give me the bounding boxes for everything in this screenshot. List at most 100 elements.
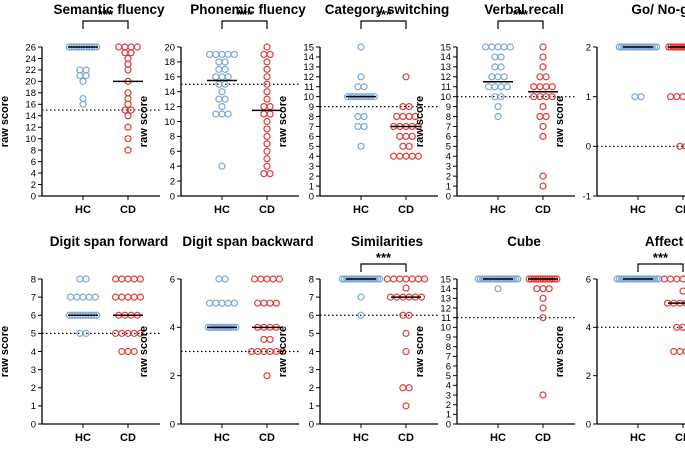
data-point-hc xyxy=(221,95,229,103)
data-point-hc xyxy=(66,293,75,301)
panel-title: Category switching xyxy=(325,2,450,17)
data-point-cd xyxy=(263,95,271,103)
data-point-cd xyxy=(673,323,681,331)
data-point-cd xyxy=(536,112,544,121)
y-tick-label: 7 xyxy=(446,122,451,133)
y-tick-label: 4 xyxy=(309,347,314,358)
data-point-hc xyxy=(218,102,226,111)
y-tick-label: 12 xyxy=(303,72,314,83)
y-tick-label: 9 xyxy=(446,332,451,343)
data-point-cd xyxy=(260,110,268,118)
data-point-cd xyxy=(263,117,271,126)
panel-affect: Affect raw score 0 2 4 6 HC CD *** xyxy=(554,234,685,444)
y-tick-label: 8 xyxy=(31,145,36,156)
y-tick-label: 0 xyxy=(170,419,175,430)
x-tick-label-hc: HC xyxy=(630,432,646,444)
y-tick-label: 5 xyxy=(309,142,314,153)
y-axis-label: raw score xyxy=(414,96,426,147)
x-tick-label-cd: CD xyxy=(398,432,414,444)
y-tick-label: 0 xyxy=(446,191,451,202)
data-point-cd xyxy=(682,142,685,150)
data-point-cd xyxy=(266,170,274,178)
data-point-hc xyxy=(514,275,522,283)
y-tick-label: 6 xyxy=(446,361,451,372)
data-point-cd xyxy=(402,284,410,292)
data-point-cd xyxy=(127,43,135,51)
y-tick-label: 20 xyxy=(25,77,36,88)
data-point-cd xyxy=(124,135,132,143)
panel-title: Cube xyxy=(507,234,541,249)
data-point-cd xyxy=(266,299,274,307)
y-tick-label: 11 xyxy=(441,313,451,324)
data-point-hc xyxy=(497,93,505,101)
data-point-hc xyxy=(494,73,502,81)
data-point-cd xyxy=(263,58,271,66)
significance-bracket xyxy=(497,20,544,29)
data-point-cd xyxy=(263,140,271,148)
significance-bracket xyxy=(82,20,129,29)
data-point-cd xyxy=(679,287,685,295)
data-point-cd xyxy=(272,299,280,307)
data-point-cd xyxy=(539,53,547,61)
y-tick-label: 6 xyxy=(309,311,314,322)
y-tick-label: 5 xyxy=(446,142,451,153)
data-point-cd xyxy=(679,323,685,331)
data-point-cd xyxy=(269,275,277,283)
y-tick-label: 10 xyxy=(440,323,451,334)
y-tick-label: 15 xyxy=(440,274,451,285)
y-tick-label: 2 xyxy=(446,400,451,411)
y-tick-label: 12 xyxy=(164,102,175,113)
data-point-cd xyxy=(399,384,407,392)
data-point-cd xyxy=(402,73,410,81)
data-point-hc xyxy=(354,112,362,121)
data-point-cd xyxy=(260,299,268,307)
data-point-cd xyxy=(124,293,132,301)
data-point-cd xyxy=(421,275,429,283)
data-point-cd xyxy=(542,83,550,91)
y-axis-label: raw score xyxy=(414,326,426,377)
data-point-cd xyxy=(673,93,681,101)
data-point-cd xyxy=(111,293,120,301)
data-point-cd xyxy=(402,329,410,337)
panel-title: Digit span backward xyxy=(182,234,313,249)
data-point-cd xyxy=(539,285,547,293)
data-point-hc xyxy=(357,73,365,81)
data-point-cd xyxy=(539,304,547,312)
data-point-cd xyxy=(118,275,126,283)
y-tick-label: 6 xyxy=(446,132,451,143)
significance-label: *** xyxy=(376,250,392,265)
x-tick-label-hc: HC xyxy=(490,204,506,216)
y-tick-label: 16 xyxy=(25,100,36,111)
data-point-cd xyxy=(124,146,132,154)
data-point-cd xyxy=(124,54,132,63)
x-tick-label-hc: HC xyxy=(75,432,91,444)
data-point-hc xyxy=(354,122,362,131)
x-tick-label-cd: CD xyxy=(120,204,136,216)
data-point-cd xyxy=(260,50,268,59)
data-point-hc xyxy=(218,162,226,170)
y-tick-label: 8 xyxy=(446,112,451,123)
y-tick-label: 12 xyxy=(440,303,451,314)
data-point-hc xyxy=(491,83,499,91)
y-tick-label: 9 xyxy=(309,102,314,113)
y-tick-label: 14 xyxy=(440,284,451,295)
data-point-cd xyxy=(263,43,271,51)
data-point-cd xyxy=(136,275,144,283)
y-tick-label: 4 xyxy=(31,347,36,358)
data-point-cd xyxy=(263,88,271,96)
y-tick-label: 10 xyxy=(440,92,451,103)
data-point-hc xyxy=(218,88,226,96)
data-point-cd xyxy=(414,275,422,283)
data-point-cd xyxy=(266,50,274,59)
y-tick-label: 4 xyxy=(170,162,175,173)
y-tick-label: 6 xyxy=(170,147,175,158)
data-point-hc xyxy=(215,95,223,103)
y-tick-label: 1 xyxy=(309,401,314,412)
y-tick-label: 6 xyxy=(170,274,175,285)
data-point-cd xyxy=(263,73,271,81)
y-tick-label: 4 xyxy=(586,323,591,334)
data-point-cd xyxy=(405,102,413,111)
data-point-cd xyxy=(136,293,144,301)
data-point-cd xyxy=(130,293,138,301)
